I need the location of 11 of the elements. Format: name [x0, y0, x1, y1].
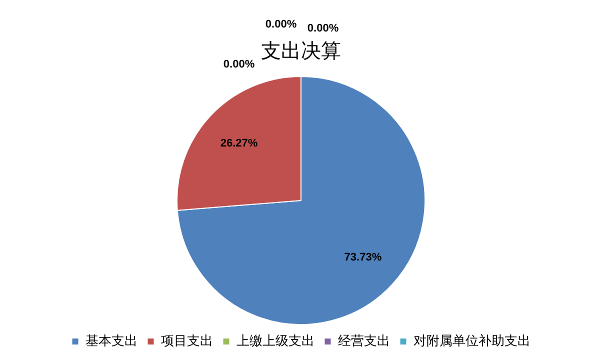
data-label: 26.27% [220, 137, 258, 150]
legend-label: 对附属单位补助支出 [413, 333, 530, 348]
legend-label: 项目支出 [160, 333, 213, 348]
text: 0.00% [307, 22, 339, 35]
chart-title: 支出决算 [261, 40, 341, 63]
legend-label: 基本支出 [85, 333, 138, 348]
data-label: 73.73% [344, 252, 382, 264]
legend-label: 上缴上级支出 [236, 333, 314, 348]
text: 0.00% [265, 18, 297, 31]
legend-label: 经营支出 [338, 333, 390, 348]
text: 0.00% [223, 58, 255, 71]
